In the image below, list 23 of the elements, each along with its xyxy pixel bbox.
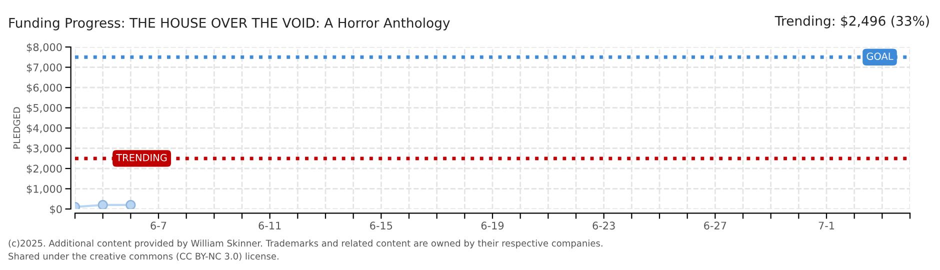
y-axis-title: PLEDGED xyxy=(13,107,20,149)
y-tick-label: $5,000 xyxy=(26,104,62,114)
ref-line-label: GOAL xyxy=(866,52,894,60)
x-tick-label: 6-11 xyxy=(258,222,281,230)
chart-title: Funding Progress: THE HOUSE OVER THE VOID: A Horror Anthology xyxy=(9,18,450,30)
y-tick-label: $8,000 xyxy=(26,43,62,52)
x-tick-label: 6-27 xyxy=(704,222,726,230)
y-tick-label: $7,000 xyxy=(26,63,62,73)
text: Shared under the creative commons (CC BY-NC 3.0) license. xyxy=(8,252,278,261)
y-tick-label: $0 xyxy=(50,205,62,214)
x-tick-label: 6-19 xyxy=(481,222,504,230)
y-tick-label: $2,000 xyxy=(26,164,62,174)
y-tick-label: $4,000 xyxy=(26,124,62,134)
x-tick-label: 6-15 xyxy=(370,222,392,230)
x-tick-label: 7-1 xyxy=(818,222,834,230)
chart-subtitle: Trending: $2,496 (33%) xyxy=(774,16,929,28)
y-tick-label: $6,000 xyxy=(26,84,62,93)
x-tick-label: 6-7 xyxy=(150,222,166,230)
x-tick-label: 6-23 xyxy=(592,222,615,230)
y-tick-label: $1,000 xyxy=(26,184,62,194)
text: (c)2025. Additional content provided by William Skinner. Trademarks and related content are owned by their respective companies. xyxy=(8,240,602,248)
ref-line-label: TRENDING xyxy=(116,154,167,162)
y-tick-label: $3,000 xyxy=(26,144,62,154)
